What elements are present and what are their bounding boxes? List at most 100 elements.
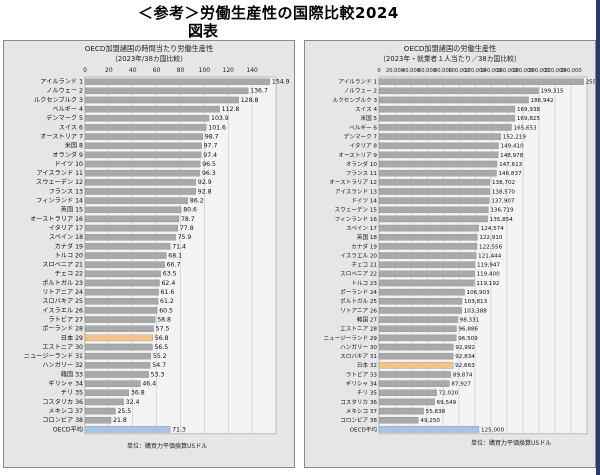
bar (378, 407, 424, 415)
value-label: 55.2 (153, 353, 167, 360)
bar (378, 279, 475, 287)
bar (378, 233, 478, 241)
value-label: 128.8 (241, 97, 259, 104)
bar (378, 352, 454, 360)
bar (378, 197, 490, 204)
category-label: スペイン 18 (49, 234, 83, 241)
value-label: 92,992 (455, 345, 475, 351)
value-label: 56.8 (155, 335, 169, 342)
value-label: 63.5 (163, 271, 177, 278)
value-label: 122,556 (479, 244, 503, 250)
category-label: ルクセンブルク 3 (34, 96, 83, 104)
bar (378, 206, 489, 213)
value-label: 136,719 (490, 208, 514, 214)
category-label: ベルギー 6 (349, 124, 377, 131)
bar (378, 380, 450, 387)
value-label: 186,942 (531, 98, 554, 104)
bar (84, 197, 189, 204)
category-label: ドイツ 14 (351, 199, 377, 205)
bar (84, 124, 207, 131)
value-label: 56.5 (154, 344, 168, 351)
bar (84, 78, 271, 85)
category-label: ノルウェー 2 (344, 87, 377, 95)
value-label: 169,938 (517, 107, 541, 113)
category-label: フィンランド 16 (335, 216, 378, 223)
bar (378, 362, 454, 369)
x-tick-label: 40,000 (402, 68, 420, 74)
category-label: スロベニア 22 (340, 271, 377, 278)
bar (378, 298, 463, 305)
chart-subtitle: （2023年/38カ国比較） (111, 54, 187, 63)
category-label: イタリア 8 (350, 142, 378, 150)
bar (378, 334, 457, 342)
category-label: スペイン 17 (346, 225, 377, 232)
category-label: イスラエル 20 (340, 252, 377, 259)
category-label: 日本 32 (357, 361, 377, 369)
bar (378, 416, 419, 424)
category-label: スロベニア 21 (42, 262, 83, 269)
bar (84, 233, 176, 241)
value-label: 57.5 (156, 326, 170, 333)
category-label: OECD平均 (350, 425, 378, 433)
bar (378, 325, 457, 332)
x-tick-label: 0 (83, 67, 87, 74)
category-label: オランダ 9 (52, 151, 83, 159)
category-label: リトアニア 26 (340, 307, 377, 314)
bar (84, 270, 161, 278)
value-label: 92,834 (455, 354, 475, 360)
value-label: 55,838 (426, 409, 446, 415)
bar (378, 252, 477, 259)
x-tick-label: 200,000 (528, 68, 549, 74)
bar (84, 142, 202, 149)
value-label: 165,653 (514, 125, 538, 131)
bar (84, 279, 160, 287)
category-label: チリ 35 (357, 390, 378, 397)
bar (378, 124, 512, 131)
value-label: 125,000 (481, 427, 505, 433)
bar (378, 179, 491, 186)
bar (84, 371, 149, 378)
x-tick-label: 180,000 (512, 68, 533, 74)
category-label: ラトビア 27 (48, 315, 83, 323)
bar (84, 133, 203, 140)
value-label: 119,947 (477, 263, 501, 269)
category-label: ドイツ 10 (55, 161, 83, 168)
bar (84, 215, 180, 223)
category-label: 米国 8 (65, 142, 83, 150)
category-label: リトアニア 24 (42, 289, 83, 296)
value-label: 255,780 (586, 80, 595, 86)
category-label: フランス 13 (49, 188, 84, 195)
bar (378, 316, 458, 323)
bar (378, 105, 516, 113)
bar (84, 307, 158, 314)
value-label: 135,854 (490, 217, 514, 223)
category-label: 英国 15 (61, 206, 83, 214)
bar (84, 343, 153, 351)
value-label: 96,886 (459, 327, 479, 333)
category-label: OECD平均 (53, 425, 83, 433)
category-label: 韓国 33 (61, 370, 83, 378)
x-tick-label: 0 (377, 68, 380, 74)
value-label: 87,927 (451, 382, 471, 388)
category-label: コロンビア 38 (340, 416, 377, 424)
category-label: メキシコ 37 (346, 408, 378, 415)
bar (84, 188, 196, 195)
bar (84, 407, 116, 415)
x-tick-label: 220,000 (544, 68, 565, 74)
value-label: 71.3 (172, 426, 186, 433)
value-label: 146,837 (498, 171, 522, 177)
bar (84, 87, 249, 95)
value-label: 112.8 (222, 106, 240, 113)
category-label: 日本 29 (61, 334, 83, 342)
value-label: 106,903 (467, 290, 491, 296)
bar (378, 160, 498, 168)
category-label: ベルギー 4 (52, 106, 83, 113)
bar (378, 78, 584, 85)
value-label: 98,331 (460, 317, 480, 323)
value-label: 49,250 (420, 418, 440, 424)
category-label: コスタリカ 36 (42, 398, 83, 406)
category-label: カナダ 19 (55, 242, 83, 250)
per-worker-productivity-chart-panel: OECD加盟諸国の労働生産性 （2023年・就業者１人当たり／38カ国比較） 0 20… (304, 40, 596, 468)
x-tick-label: 40 (129, 67, 137, 74)
value-label: 78.7 (181, 216, 195, 223)
